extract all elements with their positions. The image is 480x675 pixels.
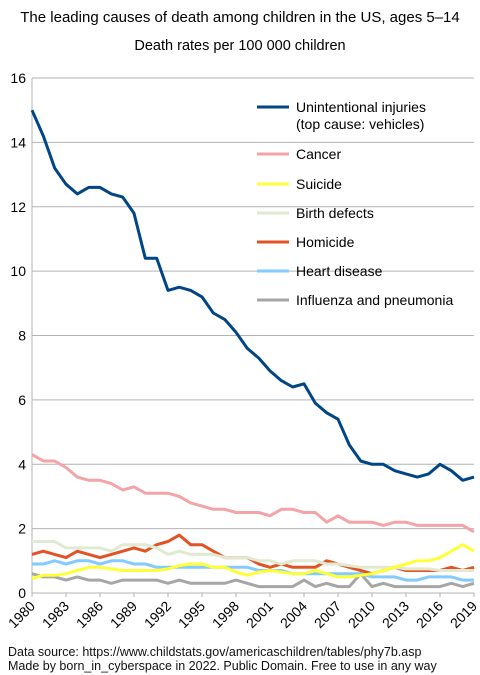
series-line-heart-disease [32,559,474,582]
series-line-cancer [31,453,475,534]
y-tick-label: 6 [18,392,26,408]
y-tick-label: 4 [18,456,26,472]
legend-label-cancer: Cancer [296,146,341,162]
series-line-birth-defects [32,540,474,572]
y-tick-label: 10 [10,263,26,279]
x-tick-labels: 1980 1983 1986 1989 1992 1995 1998 2001 2004 2007… [5,598,480,631]
legend-label-suicide: Suicide [296,176,342,192]
x-tick-label: 2013 [379,598,412,631]
y-tick-label: 8 [18,328,26,344]
x-tick-label: 2019 [447,598,480,631]
legend-label-birth-defects: Birth defects [296,205,374,221]
footer-source: Data source: https://www.childstats.gov/… [8,645,422,659]
footer-credit: Made by born_in_cyberspace in 2022. Publ… [8,659,437,673]
legend: Unintentional injuries(top cause: vehicl… [257,99,453,308]
legend-label-unintentional-injuries-line2: (top cause: vehicles) [296,116,424,132]
x-tick-label: 2001 [243,598,276,631]
x-tick-label: 1980 [5,598,38,631]
x-tick-label: 1983 [39,598,72,631]
gridlines [32,77,474,594]
legend-label-influenza-and-pneumonia: Influenza and pneumonia [296,292,453,308]
chart-title: The leading causes of death among childr… [20,9,459,26]
chart-subtitle: Death rates per 100 000 children [134,38,345,54]
x-tick-label: 2004 [277,598,310,631]
x-tick-label: 2007 [311,598,344,631]
legend-label-heart-disease: Heart disease [296,263,383,279]
y-tick-labels: 0 2 4 6 8 10 12 14 16 [10,70,26,601]
series-line-influenza-and-pneumonia [31,572,475,589]
y-tick-label: 12 [10,199,26,215]
series-lines [30,109,475,589]
y-tick-label: 16 [10,70,26,86]
y-tick-label: 14 [10,134,26,150]
x-tick-label: 2010 [345,598,378,631]
legend-label-unintentional-injuries: Unintentional injuries [296,99,426,115]
series-line-suicide [31,543,475,580]
legend-label-homicide: Homicide [296,234,355,250]
y-tick-label: 2 [18,521,26,537]
x-tick-label: 2016 [413,598,446,631]
y-tick-label: 0 [18,585,26,601]
x-tick-label: 1989 [107,598,140,631]
x-tick-label: 1995 [175,598,208,631]
x-tick-label: 1986 [73,598,106,631]
series-line-unintentional-injuries [30,109,475,482]
axes [31,78,475,597]
x-tick-label: 1992 [141,598,174,631]
x-tick-label: 1998 [209,598,242,631]
